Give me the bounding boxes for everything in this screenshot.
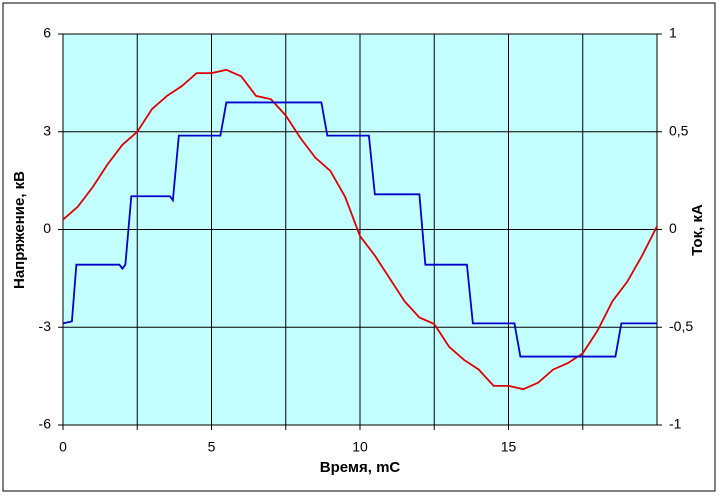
x-axis-label: Время, mС	[320, 459, 401, 476]
x-tick-label: 15	[501, 439, 517, 455]
y2-axis-label: Ток, кА	[689, 204, 706, 256]
x-tick-label: 10	[352, 439, 368, 455]
x-tick-label: 0	[59, 439, 67, 455]
y-tick-label: 0	[43, 220, 51, 236]
y2-tick-label: 1	[669, 25, 677, 41]
y-tick-label: 3	[43, 122, 51, 138]
data-line	[62, 68, 658, 391]
y-tick-label: -6	[39, 416, 52, 432]
data-line	[62, 101, 657, 358]
y-tick-label: 6	[43, 25, 51, 41]
plot-border	[62, 33, 658, 426]
x-tick-label: 5	[208, 439, 216, 455]
y-tick-label: -3	[39, 318, 52, 334]
y2-tick-label: -1	[669, 416, 682, 432]
y2-tick-label: 0,5	[669, 122, 689, 138]
y-axis-label: Напряжение, кВ	[11, 171, 28, 289]
y2-tick-label: -0,5	[669, 318, 693, 334]
y2-tick-label: 0	[669, 220, 677, 236]
